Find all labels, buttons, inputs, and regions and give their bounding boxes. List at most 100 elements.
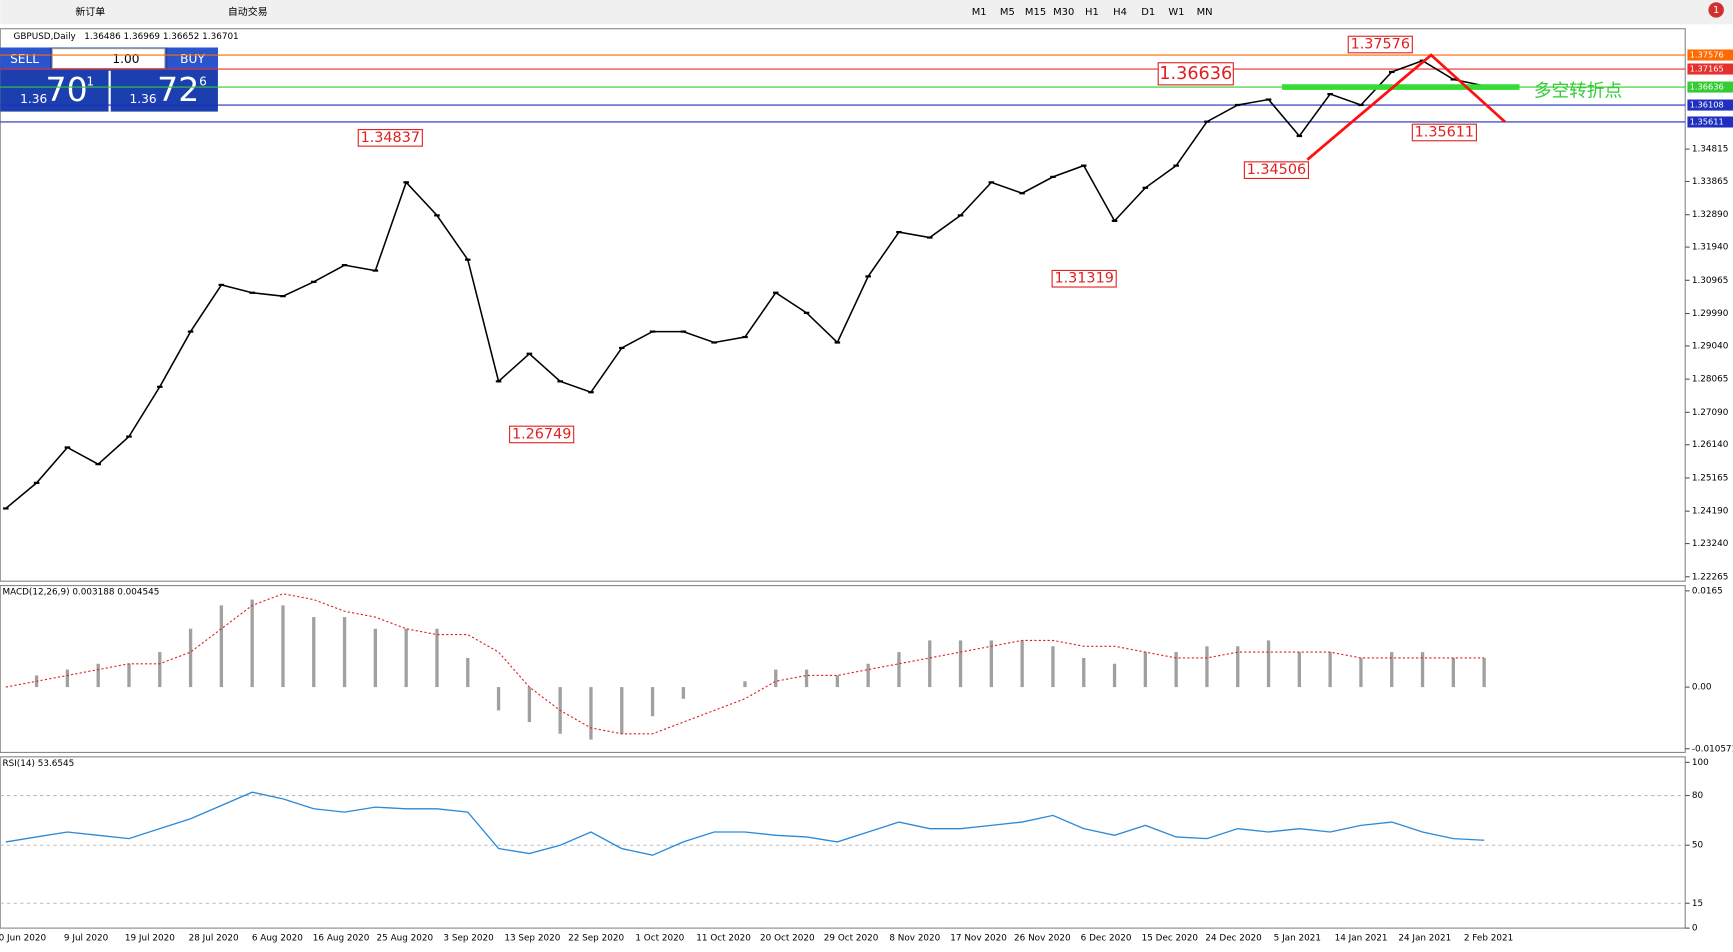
close-mark — [280, 295, 286, 298]
close-mark — [1019, 192, 1025, 195]
close-mark — [957, 214, 964, 217]
annotation-box — [509, 425, 575, 444]
macd-panel — [0, 585, 1686, 753]
close-mark — [465, 258, 471, 261]
x-tick-label: 28 Jul 2020 — [189, 934, 239, 944]
macd-bar — [989, 640, 994, 688]
x-tick-label: 6 Aug 2020 — [252, 934, 303, 944]
macd-bar — [1174, 652, 1178, 688]
level-tag — [1687, 116, 1733, 128]
macd-bar — [188, 628, 193, 688]
ohlc: 1.36486 1.36969 1.36652 1.36701 — [84, 32, 238, 42]
close-mark — [372, 269, 379, 272]
symbol: GBPUSD,Daily — [14, 32, 76, 42]
signal-line — [5, 593, 1485, 735]
macd-bar — [1236, 646, 1240, 688]
macd-bar — [743, 681, 747, 688]
timeframe[interactable]: W1 — [1168, 7, 1184, 18]
annotation-box — [1411, 123, 1477, 142]
macd-bar — [250, 599, 254, 688]
timeframe[interactable]: M15 — [1025, 7, 1046, 18]
alert-badge[interactable] — [1708, 2, 1724, 18]
buy-button[interactable] — [167, 47, 218, 70]
close-mark — [1450, 78, 1457, 81]
close-mark — [1296, 134, 1303, 138]
timeframe[interactable]: MN — [1197, 7, 1213, 18]
close-mark — [1265, 98, 1272, 101]
annotation-label: 1.35611 — [1415, 124, 1474, 140]
macd-bar — [219, 605, 224, 688]
close-mark — [588, 391, 594, 394]
ask-prefix: 1.36 — [130, 92, 157, 106]
close-mark — [557, 380, 563, 383]
close-mark — [865, 275, 871, 278]
close-mark — [157, 385, 163, 388]
x-tick-label: 14 Jan 2021 — [1335, 934, 1388, 944]
macd-bar — [1420, 652, 1425, 688]
ask-sup: 6 — [199, 74, 207, 88]
close-mark — [1111, 219, 1118, 222]
x-tick-label: 26 Nov 2020 — [1014, 934, 1071, 944]
x-tick-label: 3 Sep 2020 — [443, 934, 494, 944]
x-tick-label: 29 Oct 2020 — [824, 934, 879, 944]
annotation-label: 1.31319 — [1054, 271, 1113, 287]
y-tick-label: 15 — [1692, 899, 1703, 909]
macd-bar — [527, 687, 532, 723]
y-tick-label: 1.29040 — [1692, 341, 1729, 351]
close-mark — [1234, 103, 1241, 107]
close-mark — [803, 311, 810, 314]
trend-arrow — [1306, 53, 1507, 161]
x-tick-label: 25 Aug 2020 — [377, 934, 434, 944]
close-mark — [649, 330, 656, 333]
timeframe[interactable]: M5 — [1000, 7, 1015, 18]
level-label: 1.36108 — [1690, 100, 1724, 110]
auto-trade[interactable]: 自动交易 — [228, 5, 268, 18]
annotation-box — [1347, 35, 1413, 54]
macd-bar — [1020, 640, 1024, 688]
annotation-label: 1.26749 — [512, 426, 571, 442]
annotation-box — [357, 129, 423, 147]
macd-bar — [1266, 640, 1271, 688]
y-tick-label: 100 — [1692, 758, 1709, 768]
macd-bar — [866, 663, 870, 688]
annotation-box — [1243, 161, 1310, 179]
bid-sup: 1 — [86, 74, 94, 88]
close-mark — [3, 507, 9, 510]
x-tick-label: 1 Oct 2020 — [635, 934, 684, 944]
x-tick-label: 20 Oct 2020 — [760, 934, 815, 944]
macd-bar — [650, 687, 655, 717]
close-mark — [1142, 186, 1149, 189]
level-tag — [1687, 99, 1733, 111]
macd-bar — [1297, 652, 1301, 688]
y-tick-label: 1.29990 — [1692, 309, 1729, 319]
timeframe[interactable]: H4 — [1113, 7, 1127, 18]
timeframe[interactable]: M1 — [972, 7, 987, 18]
close-mark — [926, 236, 933, 239]
toolbar — [0, 0, 1733, 25]
annotation-box — [1051, 269, 1117, 288]
close-mark — [1050, 175, 1056, 178]
macd-bar — [1112, 663, 1117, 688]
new-order[interactable]: 新订单 — [75, 5, 105, 18]
macd-title: MACD(12,26,9) 0.003188 0.004545 — [2, 588, 159, 598]
level-tag — [1687, 49, 1733, 61]
macd-bar — [281, 605, 285, 688]
x-tick-label: 8 Nov 2020 — [889, 934, 940, 944]
sell-button[interactable] — [0, 47, 50, 70]
timeframe[interactable]: D1 — [1141, 7, 1155, 18]
close-mark — [249, 291, 255, 294]
close-mark — [95, 463, 101, 466]
close-mark — [495, 380, 502, 383]
buy-label[interactable]: BUY — [180, 52, 205, 66]
timeframe[interactable]: M30 — [1053, 7, 1074, 18]
sell-label[interactable]: SELL — [10, 52, 39, 66]
lot[interactable]: 1.00 — [112, 52, 139, 66]
x-tick-label: 11 Oct 2020 — [696, 934, 751, 944]
macd-bar — [1143, 652, 1148, 688]
close-mark — [1388, 70, 1395, 74]
macd-bar — [1205, 646, 1209, 688]
timeframe[interactable]: H1 — [1085, 7, 1099, 18]
rsi-line — [5, 791, 1485, 856]
close-mark — [711, 341, 717, 344]
